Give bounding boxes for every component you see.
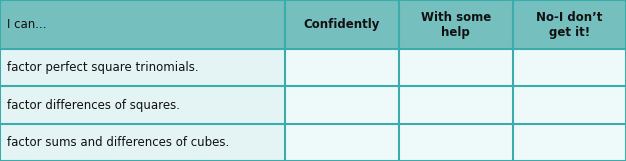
Bar <box>399 0 513 49</box>
Bar <box>0 49 285 86</box>
Bar <box>513 49 626 86</box>
Bar <box>285 124 399 161</box>
Text: factor perfect square trinomials.: factor perfect square trinomials. <box>7 61 198 74</box>
Bar <box>285 0 399 49</box>
Bar <box>399 124 513 161</box>
Bar <box>513 124 626 161</box>
Bar <box>0 86 285 124</box>
Bar <box>399 86 513 124</box>
Bar <box>0 0 285 49</box>
Text: factor differences of squares.: factor differences of squares. <box>7 99 180 112</box>
Text: Confidently: Confidently <box>304 18 380 31</box>
Bar <box>513 0 626 49</box>
Text: With some
help: With some help <box>421 11 491 38</box>
Text: No-I don’t
get it!: No-I don’t get it! <box>536 11 603 38</box>
Bar <box>399 49 513 86</box>
Text: I can...: I can... <box>7 18 46 31</box>
Bar <box>0 124 285 161</box>
Bar <box>513 86 626 124</box>
Text: factor sums and differences of cubes.: factor sums and differences of cubes. <box>7 136 229 149</box>
Bar <box>285 86 399 124</box>
Bar <box>285 49 399 86</box>
